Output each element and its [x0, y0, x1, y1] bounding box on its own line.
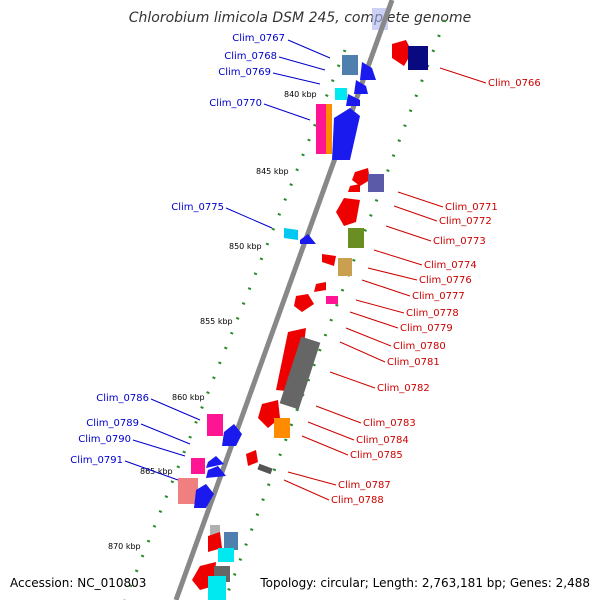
tick-label: 855 kbp: [200, 317, 233, 326]
topology-text: Topology: circular; Length: 2,763,181 bp…: [260, 576, 590, 590]
gene-label[interactable]: Clim_0784: [356, 435, 409, 446]
gene-arrow[interactable]: [300, 234, 316, 244]
gene-label[interactable]: Clim_0772: [439, 216, 492, 227]
gene-block[interactable]: [208, 576, 226, 600]
map-title: Chlorobium limicola DSM 245, complete ge…: [129, 10, 472, 26]
gene-block[interactable]: [284, 228, 298, 240]
gene-label[interactable]: Clim_0770: [209, 98, 262, 109]
gene-block[interactable]: [326, 296, 338, 304]
gene-arrow[interactable]: [348, 184, 360, 192]
gene-arrow[interactable]: [314, 282, 326, 292]
gene-label[interactable]: Clim_0790: [78, 434, 131, 445]
gene-label[interactable]: Clim_0779: [400, 323, 453, 334]
gene-label[interactable]: Clim_0773: [433, 236, 486, 247]
gene-block[interactable]: [207, 414, 223, 436]
left-tick-track: [123, 49, 347, 600]
gene-block[interactable]: [342, 55, 358, 75]
gene-label[interactable]: Clim_0785: [350, 450, 403, 461]
gene-block[interactable]: [348, 228, 364, 248]
gene-arrow[interactable]: [360, 62, 376, 80]
gene-block[interactable]: [368, 174, 384, 192]
tick-label: 840 kbp: [284, 90, 317, 99]
tick-label: 865 kbp: [140, 467, 173, 476]
gene-block[interactable]: [178, 478, 198, 504]
gene-label[interactable]: Clim_0782: [377, 383, 430, 394]
gene-label[interactable]: Clim_0768: [224, 51, 277, 62]
gene-block[interactable]: [408, 46, 428, 70]
gene-label[interactable]: Clim_0771: [445, 202, 498, 213]
gene-block[interactable]: [224, 532, 238, 550]
gene-label[interactable]: Clim_0780: [393, 341, 446, 352]
gene-arrow[interactable]: [194, 484, 214, 508]
gene-label[interactable]: Clim_0775: [171, 202, 224, 213]
gene-label[interactable]: Clim_0786: [96, 393, 149, 404]
gene-arrow[interactable]: [354, 80, 368, 94]
gene-arrow[interactable]: [322, 254, 336, 266]
gene-label[interactable]: Clim_0777: [412, 291, 465, 302]
tick-label: 850 kbp: [229, 242, 262, 251]
gene-block[interactable]: [316, 104, 328, 154]
gene-block[interactable]: [274, 418, 290, 438]
gene-block[interactable]: [326, 104, 332, 154]
gene-block[interactable]: [335, 88, 347, 100]
gene-arrow[interactable]: [336, 198, 360, 226]
tick-label: 845 kbp: [256, 167, 289, 176]
gene-arrow[interactable]: [246, 450, 258, 466]
gene-arrow[interactable]: [352, 168, 370, 186]
tick-label: 870 kbp: [108, 542, 141, 551]
gene-label[interactable]: Clim_0783: [363, 418, 416, 429]
gene-label[interactable]: Clim_0778: [406, 308, 459, 319]
gene-arrow[interactable]: [346, 94, 360, 106]
gene-arrow[interactable]: [206, 456, 224, 468]
gene-block[interactable]: [338, 258, 352, 276]
gene-arrow[interactable]: [332, 108, 360, 160]
gene-label[interactable]: Clim_0776: [419, 275, 472, 286]
accession-text: Accession: NC_010803: [10, 576, 147, 590]
gene-label[interactable]: Clim_0769: [218, 67, 271, 78]
gene-arrow[interactable]: [294, 294, 314, 312]
gene-label[interactable]: Clim_0766: [488, 78, 541, 89]
gene-block[interactable]: [218, 548, 234, 562]
gene-label[interactable]: Clim_0767: [232, 33, 285, 44]
gene-block[interactable]: [257, 463, 273, 475]
gene-block[interactable]: [279, 336, 321, 410]
gene-label[interactable]: Clim_0787: [338, 480, 391, 491]
gene-arrow[interactable]: [222, 424, 242, 446]
tick-label: 860 kbp: [172, 393, 205, 402]
gene-arrow[interactable]: [392, 40, 412, 66]
gene-label[interactable]: Clim_0774: [424, 260, 477, 271]
gene-label[interactable]: Clim_0791: [70, 455, 123, 466]
gene-block[interactable]: [191, 458, 205, 474]
gene-label[interactable]: Clim_0789: [86, 418, 139, 429]
gene-arrow[interactable]: [208, 532, 222, 552]
gene-label[interactable]: Clim_0781: [387, 357, 440, 368]
gene-label[interactable]: Clim_0788: [331, 495, 384, 506]
gene-arrow[interactable]: [206, 466, 226, 478]
